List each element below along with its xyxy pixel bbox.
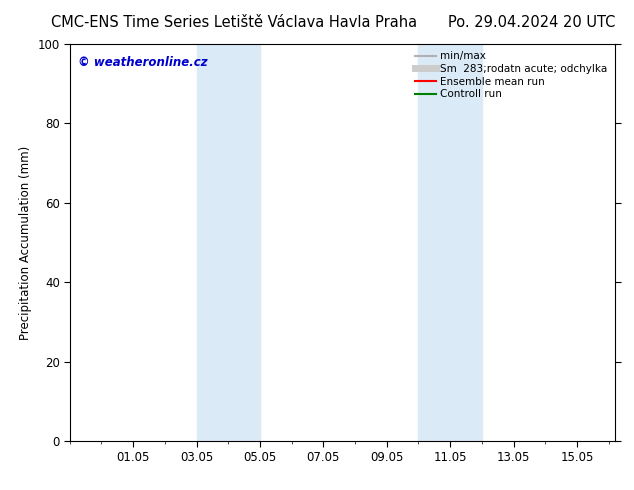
Text: Po. 29.04.2024 20 UTC: Po. 29.04.2024 20 UTC — [448, 15, 615, 29]
Text: CMC-ENS Time Series Letiště Václava Havla Praha: CMC-ENS Time Series Letiště Václava Havl… — [51, 15, 417, 29]
Bar — [228, 44, 260, 441]
Bar — [450, 44, 482, 441]
Bar — [197, 44, 228, 441]
Text: © weatheronline.cz: © weatheronline.cz — [78, 56, 207, 69]
Legend: min/max, Sm  283;rodatn acute; odchylka, Ensemble mean run, Controll run: min/max, Sm 283;rodatn acute; odchylka, … — [413, 49, 610, 101]
Bar — [418, 44, 450, 441]
Y-axis label: Precipitation Accumulation (mm): Precipitation Accumulation (mm) — [19, 146, 32, 340]
